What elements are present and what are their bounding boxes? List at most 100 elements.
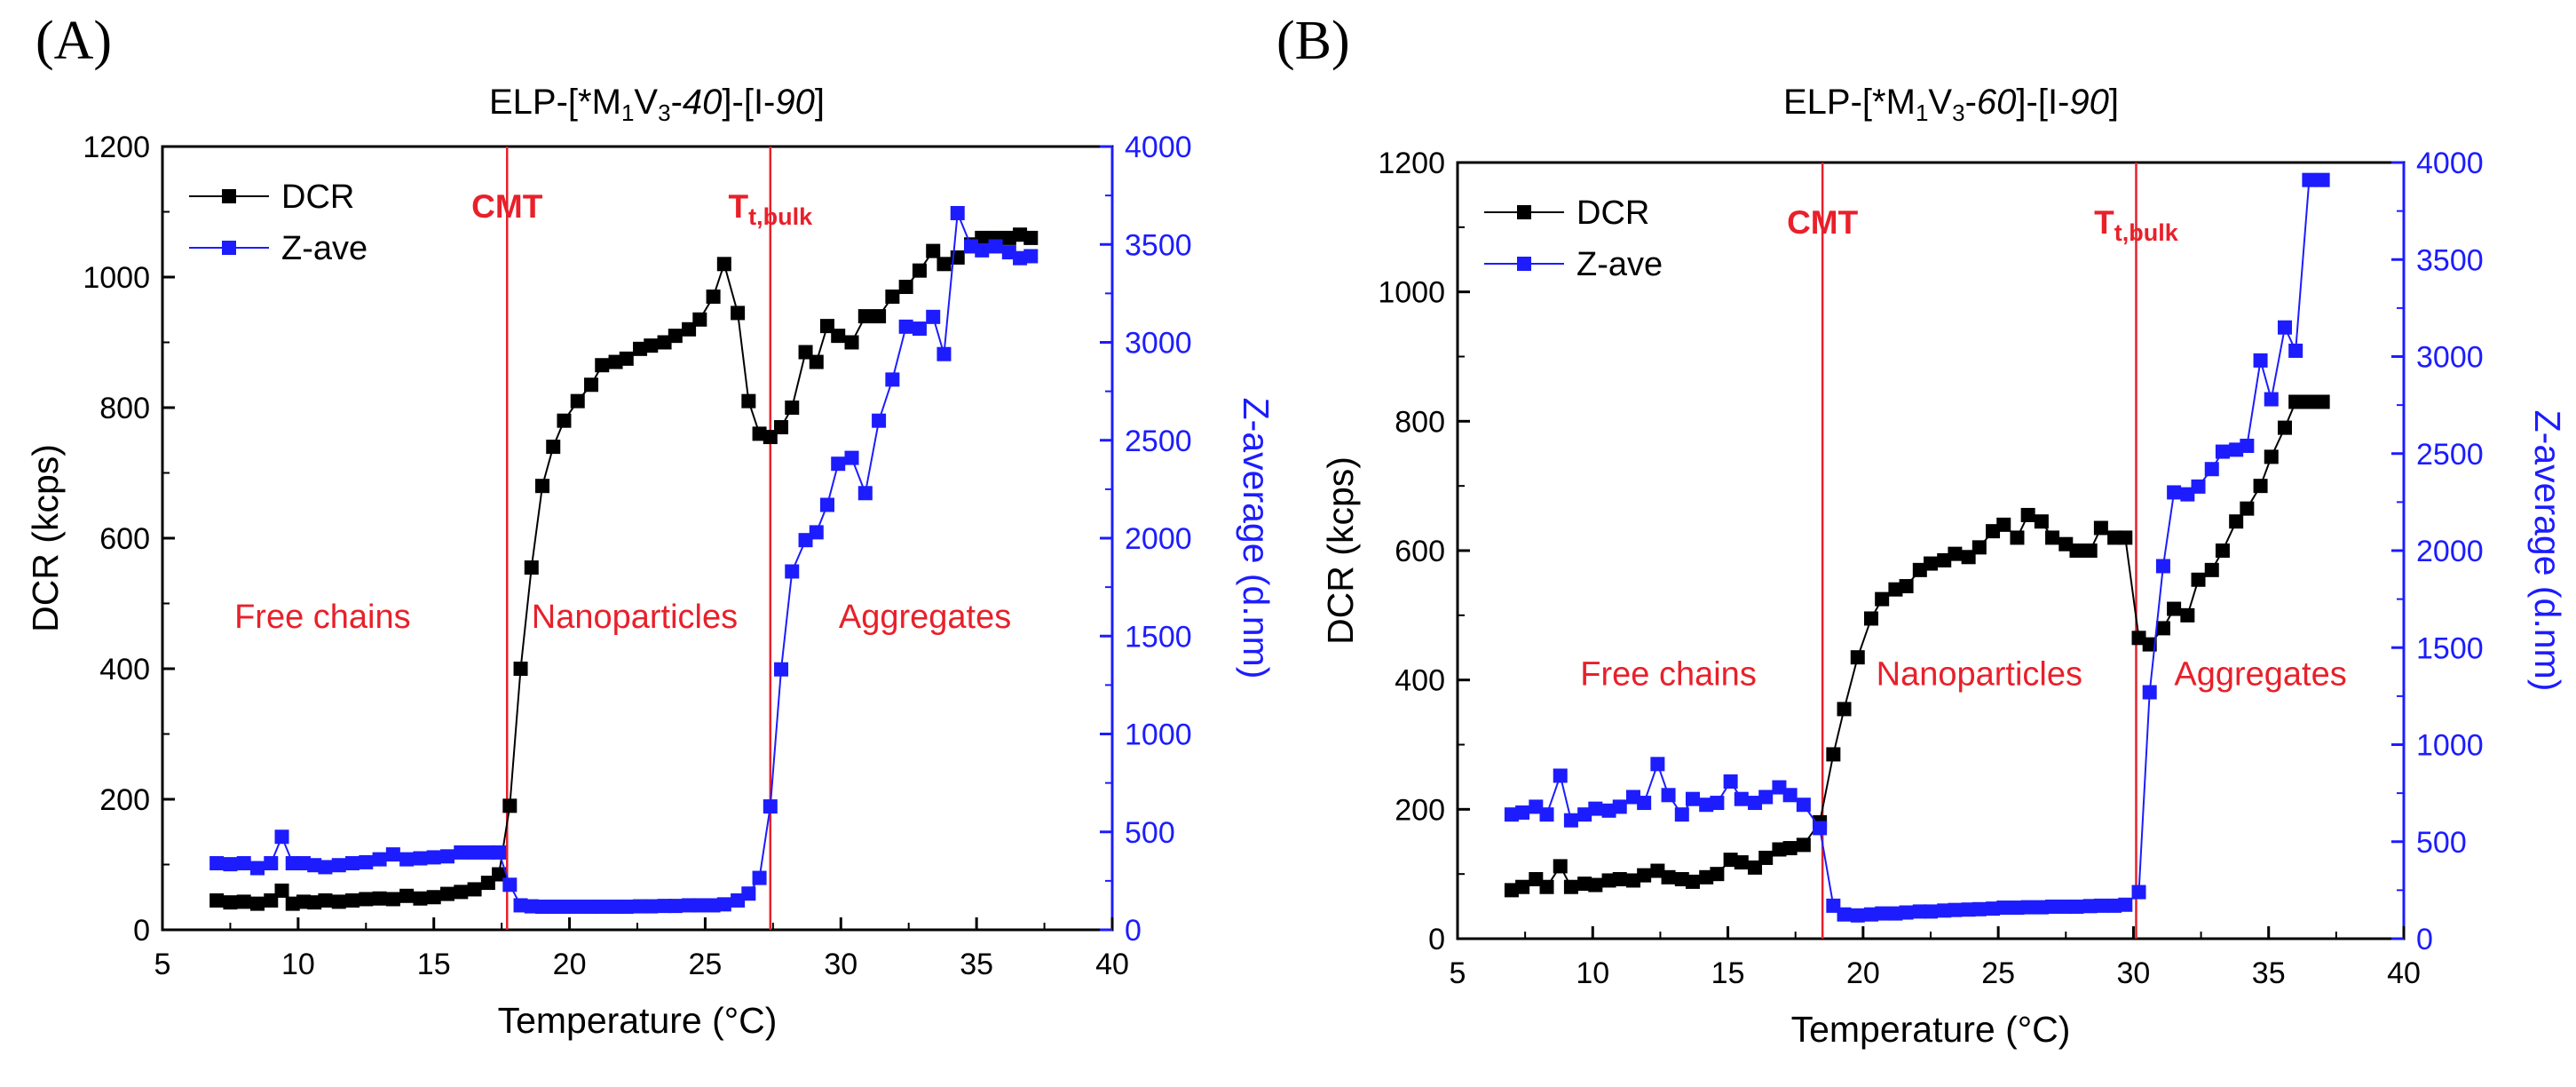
data-point-z-ave [1796, 797, 1811, 813]
data-point-z-ave [570, 899, 585, 914]
data-point-z-ave [1699, 797, 1714, 813]
data-point-dcr [385, 892, 400, 907]
x-tick-label: 20 [553, 948, 587, 981]
data-point-dcr [372, 891, 387, 906]
data-point-dcr [535, 479, 549, 494]
data-point-dcr [752, 426, 767, 441]
chart-title-part-end: ] [815, 83, 825, 122]
data-point-dcr [2034, 514, 2049, 529]
data-point-dcr [1637, 868, 1652, 883]
data-point-z-ave [1863, 907, 1878, 922]
region-label-2: Aggregates [2174, 655, 2346, 693]
data-point-z-ave [584, 899, 599, 914]
data-point-z-ave [1601, 803, 1616, 818]
data-point-dcr [898, 280, 913, 295]
data-point-dcr [692, 312, 707, 327]
chart-title-part-sub1: 1 [621, 99, 634, 126]
y-tick-label: 200 [99, 783, 150, 817]
data-point-dcr [480, 876, 495, 891]
chart-title-part-sub2: 3 [1952, 99, 1964, 126]
data-point-dcr [440, 886, 454, 901]
data-point-dcr [1674, 871, 1689, 886]
data-point-z-ave [413, 851, 428, 866]
data-point-z-ave [912, 321, 927, 337]
data-point-dcr [926, 243, 941, 258]
data-point-z-ave [2034, 900, 2049, 915]
y-axis-label: DCR (kcps) [25, 444, 66, 632]
legend-label: Z-ave [281, 230, 367, 267]
region-label-0: Free chains [234, 599, 411, 636]
data-point-z-ave [1710, 796, 1725, 811]
data-point-z-ave [480, 845, 495, 860]
data-point-dcr [1013, 227, 1028, 242]
y-tick-label: 600 [1395, 535, 1445, 568]
data-point-z-ave [668, 899, 683, 914]
chart-title-part-ital2: 90 [2069, 83, 2109, 122]
data-point-dcr [1972, 540, 1987, 555]
data-point-dcr [413, 891, 428, 906]
data-point-z-ave [619, 899, 634, 914]
data-point-dcr [912, 263, 927, 278]
data-point-dcr [1723, 853, 1738, 868]
x-tick-label: 25 [1981, 956, 2015, 990]
data-point-z-ave [345, 856, 360, 871]
data-point-z-ave [1001, 245, 1016, 260]
data-point-z-ave [467, 845, 482, 860]
data-point-z-ave [285, 856, 300, 871]
data-point-z-ave [2229, 442, 2244, 457]
data-point-z-ave [2142, 685, 2157, 700]
chart-title-part-dash1: - [1965, 83, 1977, 122]
vline-label-0: CMT [471, 188, 543, 225]
data-point-dcr [831, 329, 846, 344]
y2-tick-label: 1000 [2416, 729, 2484, 763]
y2-tick-label: 4000 [1125, 131, 1192, 164]
x-axis-label: Temperature (°C) [1791, 1009, 2071, 1050]
y-tick-label: 1200 [1378, 147, 1445, 180]
data-point-dcr [570, 393, 585, 409]
data-point-dcr [2240, 501, 2255, 516]
y2-tick-label: 0 [2416, 923, 2433, 956]
x-tick-label: 30 [2117, 956, 2151, 990]
data-point-z-ave [2215, 444, 2230, 459]
region-label-2: Aggregates [839, 599, 1011, 636]
data-point-z-ave [2302, 172, 2317, 187]
x-tick-label: 40 [1095, 948, 1129, 981]
data-point-dcr [798, 345, 813, 360]
data-point-dcr [2107, 530, 2122, 545]
x-tick-label: 15 [1711, 956, 1745, 990]
x-tick-label: 30 [824, 948, 857, 981]
chart-title: ELP-[*M1V3-40]-[I-90] [489, 83, 825, 126]
vline-label-sub: t,bulk [2114, 219, 2179, 246]
data-point-dcr [2229, 514, 2244, 529]
legend-marker [1517, 205, 1531, 219]
data-point-z-ave [307, 858, 322, 873]
x-tick-label: 15 [417, 948, 451, 981]
data-point-dcr [1850, 650, 1865, 665]
data-point-z-ave [1625, 789, 1640, 805]
data-point-dcr [2302, 394, 2317, 409]
data-point-z-ave [1758, 789, 1774, 805]
data-point-dcr [2180, 607, 2195, 623]
vline-label-1: Tt,bulk [728, 188, 813, 230]
data-point-z-ave [644, 899, 659, 914]
y2-axis-label: Z-average (d.nm) [2527, 410, 2568, 692]
data-point-z-ave [1529, 799, 1544, 814]
data-point-dcr [1912, 562, 1927, 577]
data-point-dcr [557, 413, 572, 428]
data-point-z-ave [1539, 807, 1554, 822]
data-point-z-ave [774, 662, 789, 677]
data-point-z-ave [1996, 901, 2011, 916]
data-point-z-ave [399, 852, 415, 867]
data-point-z-ave [223, 857, 238, 872]
chart-title-part-sub1: 1 [1916, 99, 1928, 126]
data-point-z-ave [2264, 392, 2279, 407]
chart-title-part-dash1: - [671, 83, 683, 122]
y-tick-label: 400 [1395, 664, 1445, 698]
data-point-dcr [1661, 869, 1676, 885]
data-point-dcr [1948, 546, 1963, 561]
data-point-z-ave [926, 309, 941, 324]
data-point-z-ave [1515, 805, 1530, 820]
data-point-dcr [1504, 883, 1519, 898]
legend-marker [222, 241, 236, 255]
data-point-dcr [885, 290, 900, 305]
